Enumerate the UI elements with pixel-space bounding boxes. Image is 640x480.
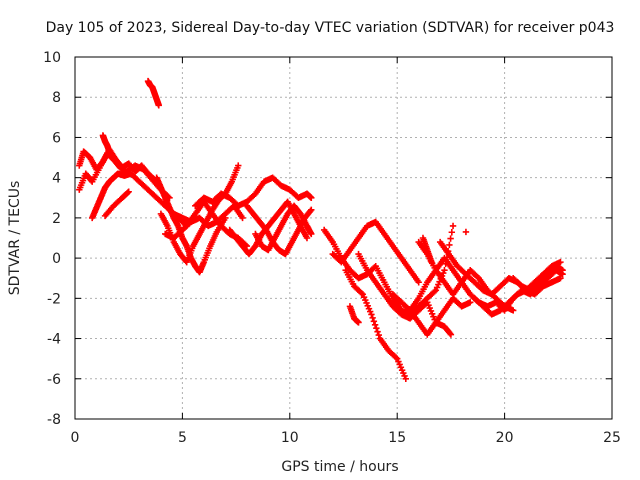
data-point [557, 258, 564, 266]
chart-title: Day 105 of 2023, Sidereal Day-to-day VTE… [46, 20, 615, 36]
data-point [370, 318, 378, 325]
series-track-o [320, 222, 457, 318]
data-point [446, 241, 453, 249]
data-point [431, 288, 438, 295]
data-point [402, 375, 409, 382]
data-point [369, 314, 376, 322]
x-tick-label: 20 [496, 430, 514, 446]
data-point [467, 299, 474, 306]
data-point [125, 188, 132, 195]
y-tick-label: 10 [43, 50, 61, 66]
data-point [428, 258, 435, 266]
data-point [375, 331, 382, 339]
x-tick-label: 10 [281, 430, 299, 446]
y-tick-label: 6 [52, 130, 61, 146]
series-track-j [162, 202, 246, 242]
data-point [308, 194, 315, 201]
y-tick-label: -6 [47, 372, 61, 388]
y-tick-label: -4 [47, 332, 61, 348]
series-track-s [355, 250, 455, 338]
y-tick-label: 4 [52, 171, 61, 187]
data-point [308, 206, 315, 214]
series-track-r [346, 303, 362, 326]
series-track-k [192, 174, 315, 210]
plot-frame [74, 56, 613, 420]
x-tick-label: 0 [71, 430, 80, 446]
data-point [235, 162, 242, 169]
data-point [155, 102, 162, 109]
data-point [355, 319, 362, 326]
data-point [441, 266, 448, 274]
series-track-t [389, 291, 474, 338]
series-track-n [252, 202, 315, 254]
data-point [239, 214, 246, 222]
series-track-p [329, 218, 422, 286]
series-track-w [419, 234, 435, 266]
data-point [557, 275, 564, 282]
x-tick-labels: 0 5 10 15 20 25 [71, 430, 621, 446]
series-track-f [144, 77, 162, 109]
series-track-zz [509, 262, 566, 294]
data-point [449, 222, 457, 230]
x-tick-label: 5 [178, 430, 187, 446]
data-point [392, 354, 400, 361]
series-track-z [462, 228, 470, 236]
axes [74, 56, 613, 420]
x-tick-label: 15 [388, 430, 406, 446]
y-tick-label: 0 [52, 251, 61, 267]
x-axis-label: GPS time / hours [281, 459, 398, 475]
y-tick-label: -8 [47, 412, 61, 428]
data-point [509, 307, 517, 314]
data-point [371, 321, 379, 328]
y-tick-label: -2 [47, 291, 61, 307]
data-point [415, 279, 422, 286]
grid-lines [75, 57, 612, 419]
data-point [447, 331, 455, 338]
series-track-e [99, 132, 115, 161]
data-point [374, 328, 381, 335]
series-track-h [157, 162, 242, 266]
data-point [358, 289, 365, 297]
y-axis-label: SDTVAR / TECUs [7, 181, 23, 296]
data-point [448, 229, 456, 236]
data-point [559, 266, 566, 274]
y-tick-label: 8 [52, 90, 61, 106]
x-tick-label: 25 [603, 430, 621, 446]
series-track-q [342, 266, 409, 382]
data-point [303, 234, 311, 242]
series-track-m [243, 202, 315, 258]
series-track-d [101, 188, 132, 220]
data-point [308, 230, 315, 238]
y-tick-labels: -8 -6 -4 -2 0 2 4 6 8 10 [43, 50, 61, 428]
data-point [447, 235, 454, 242]
data-point [108, 154, 115, 161]
y-tick-label: 2 [52, 211, 61, 227]
series-track-l [226, 198, 311, 258]
data-point [124, 189, 131, 196]
data-point [446, 330, 454, 337]
data-point [307, 207, 314, 215]
data-point [373, 325, 380, 332]
data-point [462, 228, 470, 236]
data-marks [76, 77, 566, 382]
data-point [368, 311, 375, 318]
